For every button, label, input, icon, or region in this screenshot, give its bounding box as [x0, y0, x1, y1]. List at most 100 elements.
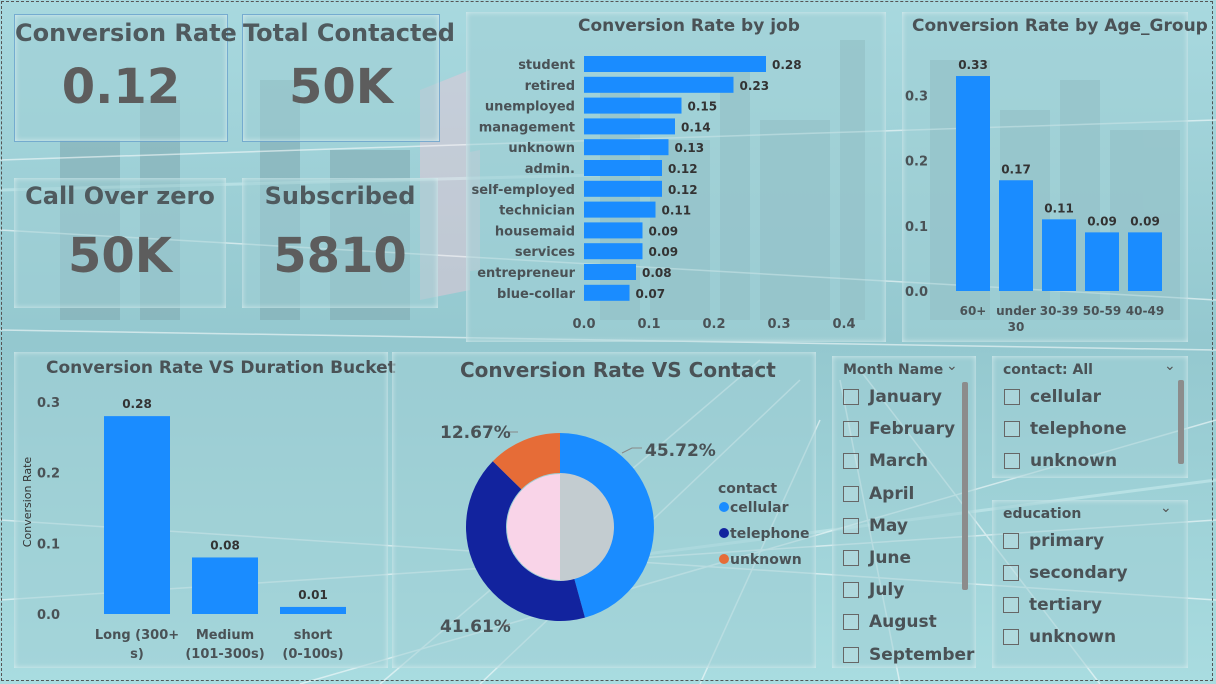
kpi-subscribed-value: 5810 [273, 228, 407, 284]
checkbox[interactable] [843, 646, 859, 663]
checkbox[interactable] [843, 550, 859, 566]
age-bar [999, 180, 1033, 291]
chevron-down-icon[interactable]: ⌄ [1160, 500, 1172, 516]
age-data-label: 0.17 [1001, 162, 1031, 176]
donut-data-label: 41.61% [440, 617, 511, 637]
contact-slicer[interactable]: contact: All ⌄ cellular telephone unknown [992, 356, 1188, 478]
month-slicer-item[interactable]: September [843, 642, 974, 668]
age-chart-title: Conversion Rate by Age_Group [912, 16, 1208, 36]
age-chart-card[interactable]: Conversion Rate by Age_Group 0.0 0.1 0.2 0.… [902, 12, 1208, 342]
age-data-label: 0.09 [1087, 214, 1117, 228]
month-slicer-item-label: September [869, 644, 975, 665]
education-slicer-item[interactable]: primary [1003, 528, 1104, 554]
duration-chart: 0.0 0.1 0.2 0.3 Conversion Rate 0.28 Long (300… [21, 396, 346, 662]
month-slicer-item[interactable]: August [843, 609, 937, 635]
duration-data-label: 0.28 [122, 397, 152, 411]
legend-label: cellular [730, 500, 789, 516]
checkbox[interactable] [843, 614, 859, 631]
contact-chart-title: Conversion Rate VS Contact [460, 358, 776, 382]
age-category-label: 50-59 [1083, 304, 1121, 318]
checkbox[interactable] [843, 517, 859, 534]
month-slicer-title: Month Name [843, 362, 944, 378]
checkbox[interactable] [1004, 453, 1020, 469]
month-slicer-item-label: May [869, 515, 908, 536]
donut-slice-unknown [492, 433, 560, 490]
age-category-label: 30-39 [1040, 304, 1078, 318]
job-category-label: student [518, 58, 575, 73]
month-slicer-item[interactable]: January [843, 384, 942, 410]
age-category-label: 60+ [960, 304, 987, 318]
contact-slicer-scrollbar[interactable] [1178, 380, 1184, 464]
month-slicer-item-label: February [869, 419, 956, 440]
contact-slicer-item[interactable]: unknown [1004, 448, 1117, 474]
donut-data-label: 45.72% [645, 441, 716, 461]
month-slicer-item[interactable]: February [843, 416, 955, 442]
job-bar [584, 76, 734, 93]
job-data-label: 0.08 [642, 266, 672, 280]
age-bar [1042, 219, 1076, 291]
age-y-tick: 0.1 [905, 220, 928, 235]
age-chart: 0.0 0.1 0.2 0.3 0.33 60+ 0.17 under 30 0.11 30-39 0… [905, 58, 1164, 334]
job-data-label: 0.13 [675, 141, 705, 155]
education-slicer-item[interactable]: secondary [1003, 560, 1128, 586]
age-data-label: 0.11 [1044, 201, 1074, 215]
age-data-label: 0.33 [958, 58, 988, 72]
job-category-label: self-employed [472, 183, 576, 198]
job-x-tick: 0.1 [637, 317, 660, 332]
education-slicer[interactable]: education ⌄ primary secondary tertiary unkn… [992, 500, 1188, 668]
checkbox[interactable] [1004, 421, 1020, 437]
kpi-total-contacted-value: 50K [289, 59, 393, 115]
contact-slicer-item[interactable]: cellular [1004, 384, 1101, 410]
kpi-subscribed-label: Subscribed [264, 182, 416, 210]
job-x-tick: 0.0 [572, 317, 595, 332]
contact-slicer-item[interactable]: telephone [1004, 416, 1127, 442]
checkbox[interactable] [1003, 565, 1019, 581]
job-bar [584, 139, 669, 156]
job-bar [584, 264, 636, 280]
month-slicer-scrollbar[interactable] [962, 382, 968, 590]
job-x-tick: 0.2 [702, 317, 725, 332]
checkbox[interactable] [1003, 597, 1019, 613]
contact-chart-card[interactable]: Conversion Rate VS Contact 45.72% 41.61% 1… [392, 352, 816, 668]
duration-data-label: 0.01 [298, 588, 328, 602]
checkbox[interactable] [1004, 389, 1020, 405]
month-slicer[interactable]: Month Name ⌄ January February March April Ma… [832, 356, 976, 668]
month-slicer-item[interactable]: June [843, 545, 911, 571]
checkbox[interactable] [843, 485, 859, 502]
checkbox[interactable] [843, 421, 859, 438]
job-x-tick: 0.4 [832, 317, 855, 332]
duration-chart-card[interactable]: Conversion Rate VS Duration Bucket 0.0 0.… [14, 352, 396, 668]
job-category-label: retired [525, 79, 575, 94]
contact-chart: 45.72% 41.61% 12.67% contact cellular telepho… [440, 423, 810, 637]
duration-y-tick: 0.1 [37, 537, 60, 552]
month-slicer-item[interactable]: March [843, 448, 928, 474]
job-bar [584, 243, 643, 260]
chevron-down-icon[interactable]: ⌄ [946, 358, 958, 374]
contact-slicer-item-label: telephone [1030, 419, 1127, 439]
job-category-label: technician [499, 204, 575, 219]
duration-data-label: 0.08 [210, 538, 240, 552]
legend-label: telephone [730, 526, 810, 542]
age-category-label: under [996, 304, 1036, 318]
legend-label: unknown [730, 552, 802, 568]
month-slicer-item[interactable]: May [843, 513, 908, 539]
education-slicer-item[interactable]: unknown [1003, 624, 1116, 650]
checkbox[interactable] [1003, 533, 1019, 549]
job-category-label: blue-collar [497, 287, 576, 302]
checkbox[interactable] [1003, 629, 1019, 645]
education-slicer-item[interactable]: tertiary [1003, 592, 1102, 618]
month-slicer-item[interactable]: July [843, 577, 904, 603]
legend-title: contact [718, 481, 777, 497]
checkbox[interactable] [843, 582, 859, 599]
month-slicer-item[interactable]: April [843, 481, 914, 507]
job-category-label: entrepreneur [477, 266, 575, 281]
checkbox[interactable] [843, 453, 859, 470]
age-data-label: 0.09 [1130, 214, 1160, 228]
month-slicer-item-label: August [869, 612, 937, 633]
education-slicer-item-label: unknown [1029, 627, 1117, 647]
checkbox[interactable] [843, 389, 859, 405]
duration-category-label: (101-300s) [185, 647, 264, 662]
age-y-tick: 0.0 [905, 285, 928, 300]
chevron-down-icon[interactable]: ⌄ [1164, 358, 1176, 374]
job-chart-card[interactable]: Conversion Rate by job student 0.28 retire… [466, 12, 886, 342]
